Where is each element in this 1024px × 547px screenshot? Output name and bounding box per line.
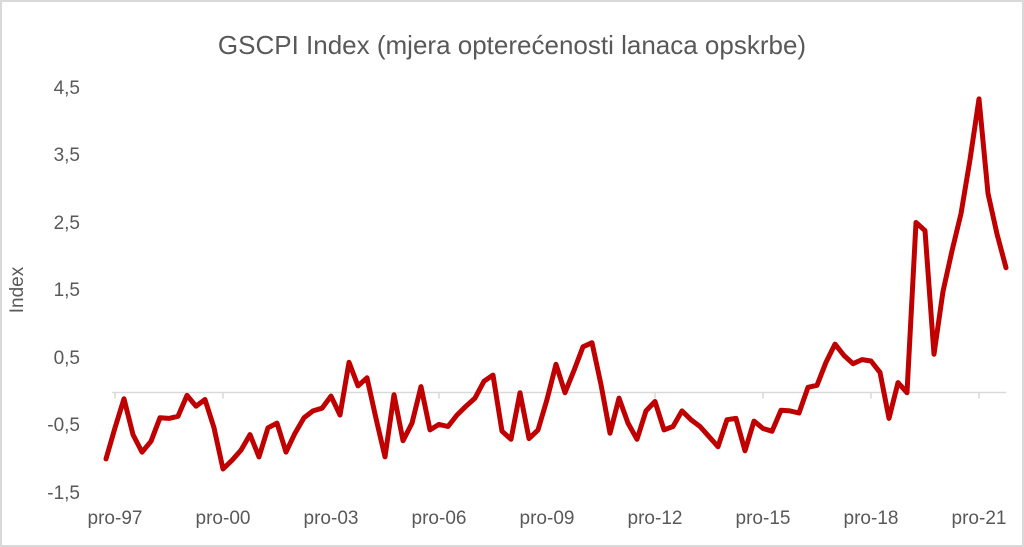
y-tick-label: -0,5 <box>47 415 80 436</box>
chart-title: GSCPI Index (mjera opterećenosti lanaca … <box>217 30 807 60</box>
x-tick-label: pro-97 <box>87 508 143 529</box>
y-tick-label: 4,5 <box>53 78 80 99</box>
x-tick-label: pro-15 <box>735 508 791 529</box>
gscpi-line-series <box>103 96 1009 472</box>
x-tick-label: pro-00 <box>195 508 251 529</box>
y-tick-label: -1,5 <box>47 483 80 504</box>
x-tick-label: pro-12 <box>627 508 683 529</box>
x-tick-label: pro-06 <box>411 508 467 529</box>
y-tick-label: 3,5 <box>53 145 80 166</box>
x-tick-label: pro-09 <box>519 508 575 529</box>
x-tick-label: pro-18 <box>843 508 899 529</box>
x-tick-label: pro-03 <box>303 508 359 529</box>
x-tick-label: pro-21 <box>951 508 1007 529</box>
y-tick-label: 2,5 <box>53 213 80 234</box>
y-tick-label: 1,5 <box>53 280 80 301</box>
y-tick-label: 0,5 <box>53 348 80 369</box>
